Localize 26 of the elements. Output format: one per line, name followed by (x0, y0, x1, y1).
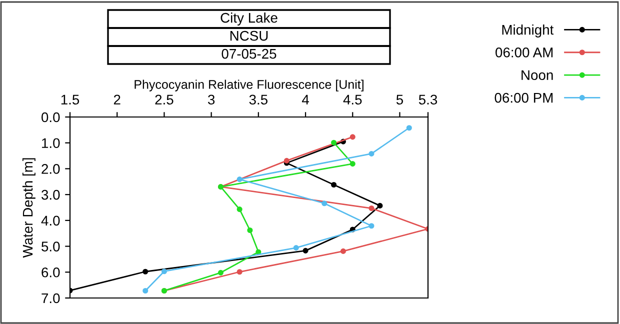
x-tick-label: 3.5 (249, 94, 268, 105)
x-tick-label: 2.5 (155, 94, 174, 105)
y-tick-label: 4.0 (41, 216, 60, 226)
x-tick-label: 4.5 (343, 94, 362, 105)
legend-label: 06:00 PM (494, 92, 553, 103)
legend-label: Midnight (502, 24, 554, 38)
chart-subtitle: NCSU (230, 30, 268, 41)
legend-label: Noon (522, 70, 553, 80)
legend-label: 06:00 AM (496, 48, 553, 58)
x-tick-label: 1.5 (61, 94, 80, 105)
y-tick-label: 3.0 (42, 190, 60, 200)
y-tick-label: 7.0 (42, 293, 60, 304)
y-tick-label: 0.0 (42, 112, 60, 122)
y-tick-label: 1.0 (42, 138, 60, 148)
chart-title: City Lake (220, 12, 278, 26)
x-tick-label: 5 (396, 94, 404, 105)
x-tick-label: 2 (114, 94, 120, 104)
y-tick-label: 2.0 (42, 164, 60, 174)
x-tick-label: 3 (208, 94, 215, 105)
x-axis-title: Phycocyanin Relative Fluorescence [Unit] (134, 80, 364, 92)
y-tick-label: 5.0 (42, 242, 60, 252)
x-tick-label: 5.3 (418, 94, 438, 105)
y-axis-title: Water Depth [m] (22, 158, 36, 258)
x-tick-label: 4 (302, 94, 309, 104)
y-tick-label: 6.0 (42, 267, 60, 278)
text: 07-05-25 (222, 48, 276, 59)
